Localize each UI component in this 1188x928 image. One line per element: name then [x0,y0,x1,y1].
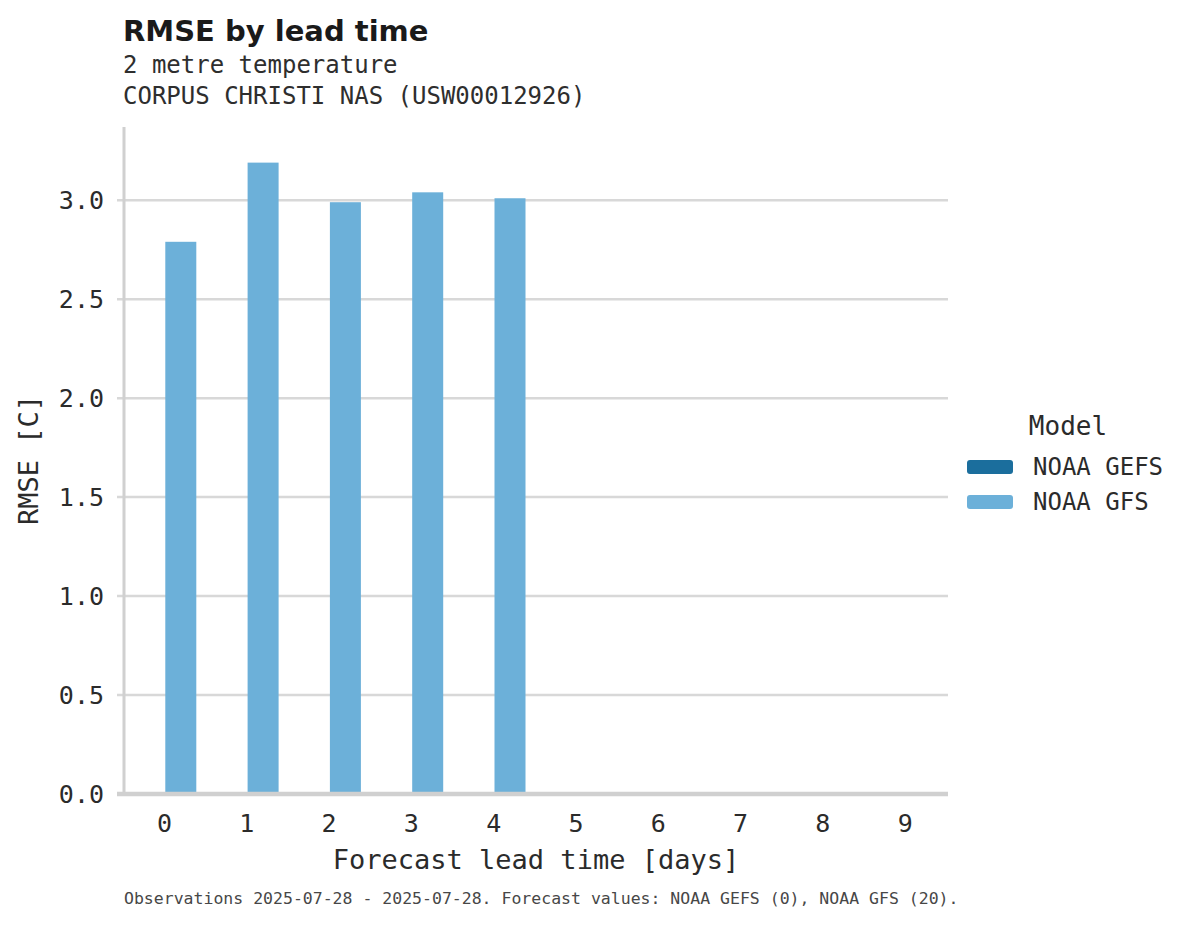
y-axis-title: RMSE [C] [13,395,44,525]
x-tick-label-8: 8 [815,809,830,838]
x-tick-label-4: 4 [486,809,501,838]
footer-caption: Observations 2025-07-28 - 2025-07-28. Fo… [124,889,948,908]
chart-title: RMSE by lead time [123,13,585,50]
bar-noaa-gfs-lead-2 [330,202,361,794]
chart-subtitle-variable: 2 metre temperature [123,50,585,81]
chart-figure: 0.0 0.5 1.0 1.5 2.0 2.5 3.0 0 1 2 3 4 5 6 7 8 9 RMSE by … [0,0,1188,928]
bar-noaa-gfs-lead-0 [165,242,196,794]
bar-noaa-gfs-lead-4 [495,198,526,794]
y-tick-label-1.5: 1.5 [59,483,104,512]
x-tick-label-2: 2 [322,809,337,838]
y-tick-label-2.5: 2.5 [59,285,104,314]
x-tick-label-6: 6 [651,809,666,838]
chart-header: RMSE by lead time 2 metre temperature CO… [123,13,585,112]
legend-swatch-noaa-gfs-icon [967,495,1013,509]
y-tick-label-1.0: 1.0 [59,582,104,611]
legend-title: Model [967,410,1169,443]
x-tick-label-7: 7 [733,809,748,838]
bar-noaa-gfs-lead-1 [248,163,279,794]
legend-label-noaa-gefs: NOAA GEFS [1033,453,1163,481]
x-tick-label-1: 1 [239,809,254,838]
y-tick-label-3.0: 3.0 [59,186,104,215]
y-tick-label-0.0: 0.0 [59,780,104,809]
x-tick-label-0: 0 [157,809,172,838]
bar-noaa-gfs-lead-3 [412,192,443,794]
y-tick-label-2.0: 2.0 [59,384,104,413]
y-tick-label-0.5: 0.5 [59,681,104,710]
x-tick-label-9: 9 [898,809,913,838]
x-tick-label-5: 5 [568,809,583,838]
legend-label-noaa-gfs: NOAA GFS [1033,488,1149,516]
x-tick-label-3: 3 [404,809,419,838]
legend: Model NOAA GEFS NOAA GFS [967,410,1169,522]
legend-item-noaa-gfs: NOAA GFS [967,487,1169,517]
x-axis-title: Forecast lead time [days] [124,844,948,875]
chart-subtitle-station: CORPUS CHRISTI NAS (USW00012926) [123,81,585,112]
legend-swatch-noaa-gefs-icon [967,460,1013,474]
legend-item-noaa-gefs: NOAA GEFS [967,452,1169,482]
